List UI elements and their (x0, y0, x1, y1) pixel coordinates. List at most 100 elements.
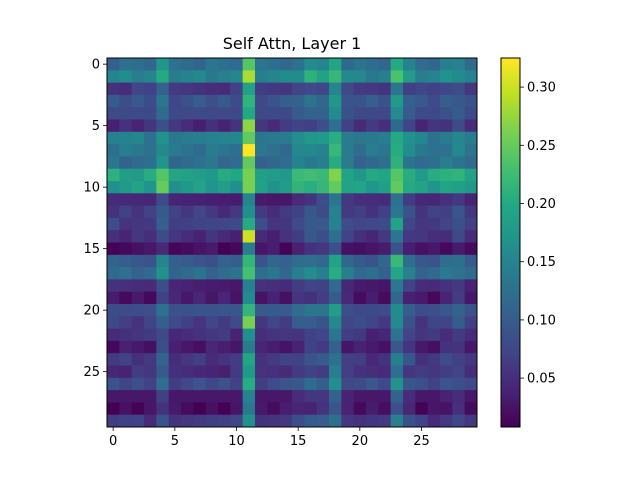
heatmap-cell (242, 131, 256, 145)
heatmap-cell (304, 230, 318, 243)
heatmap-cell (378, 402, 392, 416)
heatmap-cell (390, 193, 404, 206)
heatmap-cell (403, 353, 416, 366)
heatmap-cell (230, 131, 244, 145)
heatmap-cell (107, 304, 120, 317)
heatmap-cell (119, 205, 133, 219)
heatmap-cell (255, 230, 268, 243)
heatmap-cell (218, 304, 231, 317)
heatmap-cell (156, 205, 170, 219)
heatmap-cell (230, 414, 244, 428)
heatmap-cell (279, 254, 293, 268)
heatmap-cell (279, 94, 293, 108)
heatmap-cell (119, 328, 133, 342)
heatmap-cell (144, 156, 157, 170)
heatmap-cell (107, 193, 120, 206)
heatmap-cell (464, 254, 478, 268)
heatmap-cell (329, 70, 342, 83)
heatmap-cell (242, 230, 256, 243)
heatmap-cell (316, 70, 330, 83)
heatmap-cell (131, 82, 145, 96)
heatmap-cell (341, 402, 355, 416)
heatmap-cell (427, 193, 441, 206)
heatmap-cell (464, 205, 478, 219)
heatmap-cell (107, 181, 120, 194)
heatmap-cell (316, 144, 330, 157)
heatmap-cell (107, 217, 120, 231)
heatmap-cell (292, 365, 305, 379)
heatmap-cell (168, 242, 182, 256)
heatmap-cell (230, 377, 244, 391)
heatmap-cell (156, 267, 170, 280)
heatmap-cell (107, 279, 120, 293)
heatmap-cell (329, 119, 342, 133)
heatmap-cell (427, 402, 441, 416)
colorbar (500, 57, 521, 428)
heatmap-cell (452, 267, 466, 280)
heatmap-cell (144, 390, 157, 403)
heatmap-cell (329, 291, 342, 305)
heatmap-cell (292, 217, 305, 231)
heatmap-cell (131, 377, 145, 391)
heatmap-cell (168, 365, 182, 379)
heatmap-cell (131, 70, 145, 83)
heatmap-cell (230, 144, 244, 157)
heatmap-cell (242, 316, 256, 329)
heatmap-cell (304, 242, 318, 256)
heatmap-cell (119, 254, 133, 268)
heatmap-cell (378, 230, 392, 243)
heatmap-cell (181, 353, 194, 366)
heatmap-cell (255, 193, 268, 206)
heatmap-cell (329, 58, 342, 71)
heatmap-cell (440, 217, 453, 231)
heatmap-cell (107, 58, 120, 71)
heatmap-cell (131, 58, 145, 71)
heatmap-cell (119, 414, 133, 428)
heatmap-cell (144, 328, 157, 342)
heatmap-cell (193, 316, 207, 329)
heatmap-cell (316, 267, 330, 280)
heatmap-cell (144, 193, 157, 206)
heatmap-cell (415, 168, 429, 182)
heatmap-cell (292, 414, 305, 428)
heatmap-cell (378, 267, 392, 280)
heatmap-cell (131, 340, 145, 354)
heatmap-cell (193, 414, 207, 428)
heatmap-cell (292, 156, 305, 170)
heatmap-cell (452, 242, 466, 256)
heatmap-cell (156, 242, 170, 256)
heatmap-cell (205, 254, 219, 268)
heatmap-cell (181, 94, 194, 108)
heatmap-cell (329, 316, 342, 329)
heatmap-cell (464, 82, 478, 96)
heatmap-cell (119, 402, 133, 416)
heatmap-cell (168, 254, 182, 268)
heatmap-cell (193, 58, 207, 71)
heatmap-cell (193, 279, 207, 293)
heatmap-cell (144, 205, 157, 219)
heatmap-cell (316, 58, 330, 71)
heatmap-cell (267, 291, 281, 305)
heatmap-cell (181, 365, 194, 379)
heatmap-cell (242, 304, 256, 317)
heatmap-cell (452, 365, 466, 379)
heatmap-cell (353, 304, 367, 317)
heatmap-cell (267, 402, 281, 416)
heatmap-cell (144, 402, 157, 416)
heatmap-cell (366, 365, 379, 379)
heatmap-cell (255, 94, 268, 108)
heatmap-cell (218, 254, 231, 268)
heatmap-cell (464, 131, 478, 145)
heatmap-cell (341, 279, 355, 293)
heatmap-cell (230, 254, 244, 268)
heatmap-cell (279, 119, 293, 133)
heatmap-cell (131, 217, 145, 231)
heatmap-cell (316, 230, 330, 243)
heatmap-cell (378, 181, 392, 194)
heatmap-cell (230, 94, 244, 108)
heatmap-cell (378, 119, 392, 133)
heatmap-cell (415, 217, 429, 231)
heatmap-cell (144, 353, 157, 366)
heatmap-cell (168, 230, 182, 243)
heatmap-cell (353, 390, 367, 403)
